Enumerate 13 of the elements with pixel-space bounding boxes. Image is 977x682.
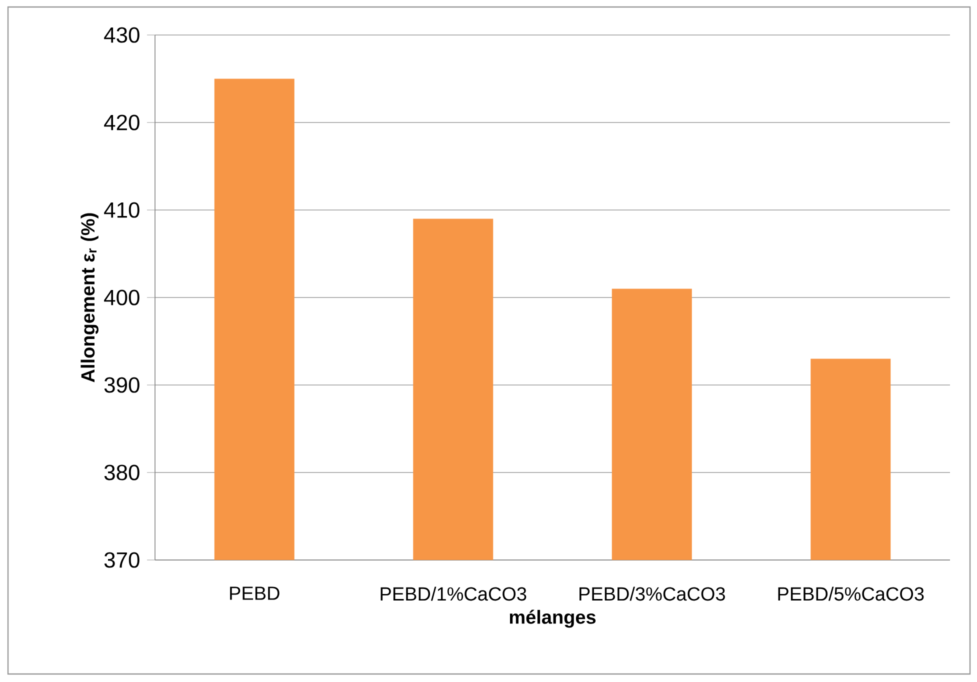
y-tick-label: 410	[104, 202, 140, 218]
x-tick-label: PEBD/5%CaCO3	[778, 586, 924, 601]
y-tick-label: 420	[104, 114, 140, 130]
y-tick-label: 400	[104, 290, 140, 306]
y-tick-label: 370	[104, 552, 140, 568]
x-tick-label: PEBD	[230, 586, 280, 600]
y-tick-label: 390	[104, 377, 140, 393]
y-axis-title: Allongement ε$_{r}$ (%)	[80, 213, 98, 382]
y-tick-label: 380	[104, 464, 140, 480]
x-tick-label: PEBD/3%CaCO3	[580, 586, 725, 601]
y-tick-label: 430	[104, 27, 140, 43]
x-tick-label: PEBD/1%CaCO3	[380, 586, 526, 601]
x-axis-title: mélanges	[510, 610, 596, 628]
